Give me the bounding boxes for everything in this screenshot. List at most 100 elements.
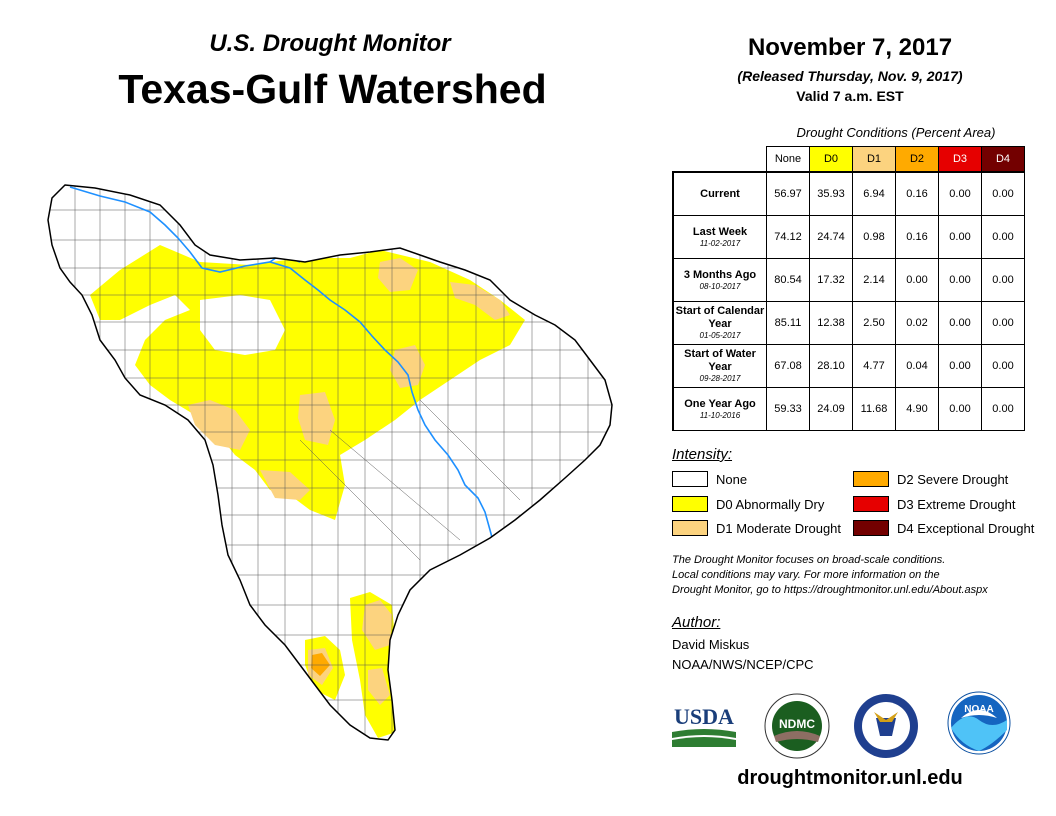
- website-url[interactable]: droughtmonitor.unl.edu: [737, 767, 963, 789]
- legend-label: None: [716, 471, 748, 487]
- legend-swatch: [672, 520, 708, 536]
- table-header-row: None D0 D1 D2 D3 D4: [673, 146, 1025, 173]
- table-caption: Drought Conditions (Percent Area): [796, 125, 996, 140]
- table-cell: 74.12: [766, 215, 810, 259]
- table-cell: 0.00: [938, 387, 982, 431]
- table-row: 3 Months Ago 08-10-2017 80.54 17.32 2.14 …: [672, 258, 1025, 302]
- row-date: 11-02-2017: [699, 238, 741, 248]
- table-cell: 17.32: [809, 258, 853, 302]
- legend-item-none: None: [672, 471, 747, 487]
- table-row: Start of Calendar Year 01-05-2017 85.11 1…: [672, 301, 1025, 345]
- legend-swatch: [853, 520, 889, 536]
- legend-label: D1 Moderate Drought: [716, 520, 842, 536]
- valid-time: Valid 7 a.m. EST: [796, 88, 904, 104]
- valid-date: November 7, 2017: [747, 34, 953, 61]
- legend-label: D3 Extreme Drought: [897, 496, 1016, 512]
- author-name: David Miskus: [672, 637, 750, 652]
- row-label-text: One Year Ago: [684, 397, 756, 410]
- col-header-d0: D0: [809, 146, 853, 173]
- table-cell: 0.00: [981, 171, 1025, 216]
- legend-label: D0 Abnormally Dry: [716, 496, 825, 512]
- watershed-outline: [47, 184, 613, 741]
- legend-swatch: [853, 496, 889, 512]
- map-subtitle: U.S. Drought Monitor: [209, 30, 451, 57]
- table-cell: 35.93: [809, 171, 853, 216]
- row-date: 08-10-2017: [699, 281, 741, 291]
- legend-label: D4 Exceptional Drought: [897, 520, 1035, 536]
- table-cell: 59.33: [766, 387, 810, 431]
- table-cell: 24.09: [809, 387, 853, 431]
- table-cell: 0.02: [895, 301, 939, 345]
- row-date: 11-10-2016: [699, 410, 741, 420]
- table-cell: 0.00: [938, 344, 982, 388]
- legend-item-d4: D4 Exceptional Drought: [853, 520, 1034, 536]
- row-label-text: Start of Calendar Year: [675, 305, 765, 330]
- disclaimer-note: The Drought Monitor focuses on broad-sca…: [672, 553, 1042, 598]
- row-label: Current: [672, 171, 767, 216]
- row-label-text: Start of Water Year: [684, 348, 756, 373]
- row-label-text: Current: [700, 187, 740, 200]
- legend-swatch: [672, 471, 708, 487]
- table-row: Current 56.97 35.93 6.94 0.16 0.00 0.00: [672, 171, 1025, 216]
- table-cell: 85.11: [766, 301, 810, 345]
- d2-area: [311, 653, 330, 676]
- author-org: NOAA/NWS/NCEP/CPC: [672, 657, 814, 672]
- table-cell: 0.16: [895, 215, 939, 259]
- row-date: 09-28-2017: [699, 374, 741, 383]
- table-cell: 28.10: [809, 344, 853, 388]
- legend-swatch: [853, 471, 889, 487]
- table-cell: 0.00: [938, 301, 982, 345]
- author-heading: Author:: [672, 614, 721, 631]
- table-cell: 0.00: [938, 171, 982, 216]
- table-cell: 0.00: [938, 215, 982, 259]
- table-cell: 0.00: [981, 215, 1025, 259]
- legend-heading: Intensity:: [672, 446, 733, 463]
- drought-conditions-table: None D0 D1 D2 D3 D4 Current 56.97 35.93 …: [672, 146, 1025, 431]
- col-header-d2: D2: [895, 146, 939, 173]
- row-label-text: 3 Months Ago: [683, 268, 757, 281]
- note-line: Local conditions may vary. For more info…: [672, 569, 940, 581]
- table-cell: 0.00: [938, 258, 982, 302]
- table-cell: 0.00: [981, 344, 1025, 388]
- table-row: Last Week 11-02-2017 74.12 24.74 0.98 0.1…: [672, 215, 1025, 259]
- release-date: (Released Thursday, Nov. 9, 2017): [737, 68, 963, 84]
- row-label: One Year Ago 11-10-2016: [672, 387, 767, 431]
- legend-item-d2: D2 Severe Drought: [853, 471, 1008, 487]
- table-cell: 4.90: [895, 387, 939, 431]
- row-date: 01-05-2017: [699, 331, 741, 340]
- table-cell: 4.77: [852, 344, 896, 388]
- noaa-logo: NOAA: [947, 691, 1011, 755]
- table-row: One Year Ago 11-10-2016 59.33 24.09 11.68…: [672, 387, 1025, 431]
- usda-logo: USDA: [672, 704, 736, 747]
- col-header-none: None: [766, 146, 810, 173]
- legend-item-d1: D1 Moderate Drought: [672, 520, 841, 536]
- row-label-text: Last Week: [692, 225, 748, 238]
- table-cell: 80.54: [766, 258, 810, 302]
- table-cell: 0.16: [895, 171, 939, 216]
- table-cell: 0.00: [981, 387, 1025, 431]
- table-cell: 0.98: [852, 215, 896, 259]
- table-cell: 12.38: [809, 301, 853, 345]
- note-line: The Drought Monitor focuses on broad-sca…: [672, 554, 946, 566]
- row-label: Last Week 11-02-2017: [672, 215, 767, 259]
- table-corner: [673, 147, 767, 173]
- table-cell: 2.50: [852, 301, 896, 345]
- ndmc-logo: NDMC: [764, 693, 830, 759]
- table-cell: 24.74: [809, 215, 853, 259]
- col-header-d4: D4: [981, 146, 1025, 173]
- legend-label: D2 Severe Drought: [897, 471, 1009, 487]
- legend-swatch: [672, 496, 708, 512]
- legend-item-d0: D0 Abnormally Dry: [672, 496, 824, 512]
- col-header-d3: D3: [938, 146, 982, 173]
- table-cell: 0.04: [895, 344, 939, 388]
- drought-map: [47, 184, 613, 741]
- table-cell: 0.00: [981, 258, 1025, 302]
- row-label: Start of Calendar Year 01-05-2017: [672, 301, 767, 345]
- table-cell: 0.00: [981, 301, 1025, 345]
- table-cell: 56.97: [766, 171, 810, 216]
- usda-logo-text: USDA: [674, 704, 734, 729]
- table-cell: 6.94: [852, 171, 896, 216]
- row-label: Start of Water Year 09-28-2017: [672, 344, 767, 388]
- table-cell: 11.68: [852, 387, 896, 431]
- table-cell: 67.08: [766, 344, 810, 388]
